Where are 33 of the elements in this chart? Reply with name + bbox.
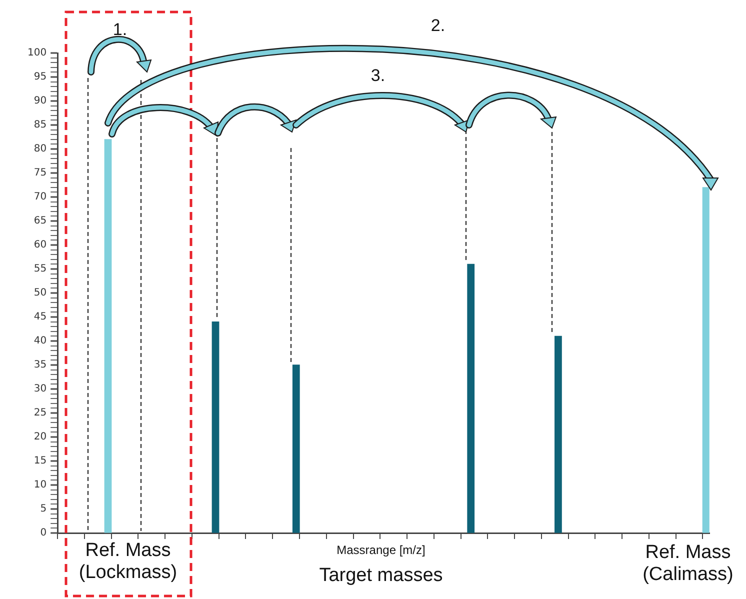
y-tick-label: 30 <box>34 384 47 395</box>
bar <box>554 336 562 533</box>
y-tick-label: 40 <box>34 336 47 347</box>
text: Ref. Mass (Calimass) <box>642 542 734 586</box>
y-tick-label: 100 <box>28 48 47 59</box>
y-tick-label: 90 <box>34 96 47 107</box>
y-tick-label: 20 <box>34 432 47 443</box>
y-tick-label: 45 <box>34 312 47 323</box>
y-tick-label: 65 <box>34 216 47 227</box>
y-tick-label: 15 <box>34 456 47 467</box>
x-axis-title: Massrange [m/z] <box>336 543 426 557</box>
y-tick-label: 95 <box>34 72 47 83</box>
y-tick-label: 35 <box>34 360 47 371</box>
y-tick-label: 50 <box>34 288 47 299</box>
bar <box>212 321 220 533</box>
y-tick-label: 5 <box>40 504 47 515</box>
text: Ref. Mass (Lockmass) <box>78 540 178 584</box>
y-tick-label: 0 <box>40 528 47 539</box>
text: 1. <box>112 20 128 40</box>
text: 2. <box>430 16 446 36</box>
y-tick-label: 85 <box>34 120 47 131</box>
y-tick-label: 55 <box>34 264 47 275</box>
annotation: 3. <box>370 66 386 86</box>
y-tick-label: 70 <box>34 192 47 203</box>
y-tick-label: 25 <box>34 408 47 419</box>
bar <box>104 139 112 533</box>
y-tick-label: 10 <box>34 480 47 491</box>
text: Target masses <box>318 565 444 587</box>
y-tick-label: 80 <box>34 144 47 155</box>
bar <box>467 264 475 533</box>
y-tick-label: 60 <box>34 240 47 251</box>
bar <box>292 364 300 533</box>
y-tick-label: 75 <box>34 168 47 179</box>
